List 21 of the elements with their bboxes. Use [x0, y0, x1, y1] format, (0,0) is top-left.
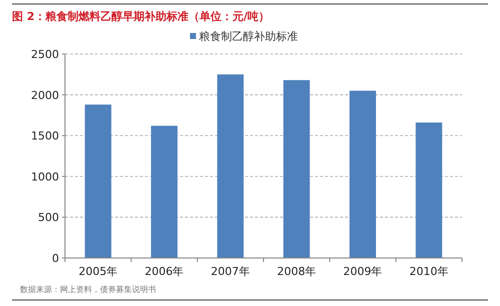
- chart-title: 图 2：粮食制燃料乙醇早期补助标准（单位：元/吨）: [12, 10, 270, 23]
- bar: [350, 90, 376, 258]
- bar: [217, 74, 244, 258]
- legend-label: 粮食制乙醇补助标准: [199, 30, 298, 43]
- y-tick-label: 2500: [31, 48, 59, 61]
- y-tick-label: 500: [38, 211, 59, 224]
- bar: [416, 122, 442, 258]
- bar: [84, 104, 112, 258]
- y-tick-label: 2000: [31, 88, 59, 102]
- x-tick-label: 2009年: [343, 265, 382, 278]
- source-note: 数据来源：网上资料，债券募集说明书: [20, 285, 156, 294]
- x-tick-label: 2010年: [409, 265, 448, 278]
- x-tick-label: 2007年: [210, 265, 250, 278]
- x-tick-label: 2008年: [277, 265, 316, 278]
- x-tick-label: 2005年: [78, 265, 118, 278]
- y-tick-label: 0: [52, 252, 59, 265]
- y-tick-label: 1000: [31, 170, 59, 184]
- y-tick-label: 1500: [31, 130, 59, 143]
- x-tick-label: 2006年: [144, 265, 184, 278]
- bar: [283, 80, 310, 258]
- bar: [151, 126, 178, 258]
